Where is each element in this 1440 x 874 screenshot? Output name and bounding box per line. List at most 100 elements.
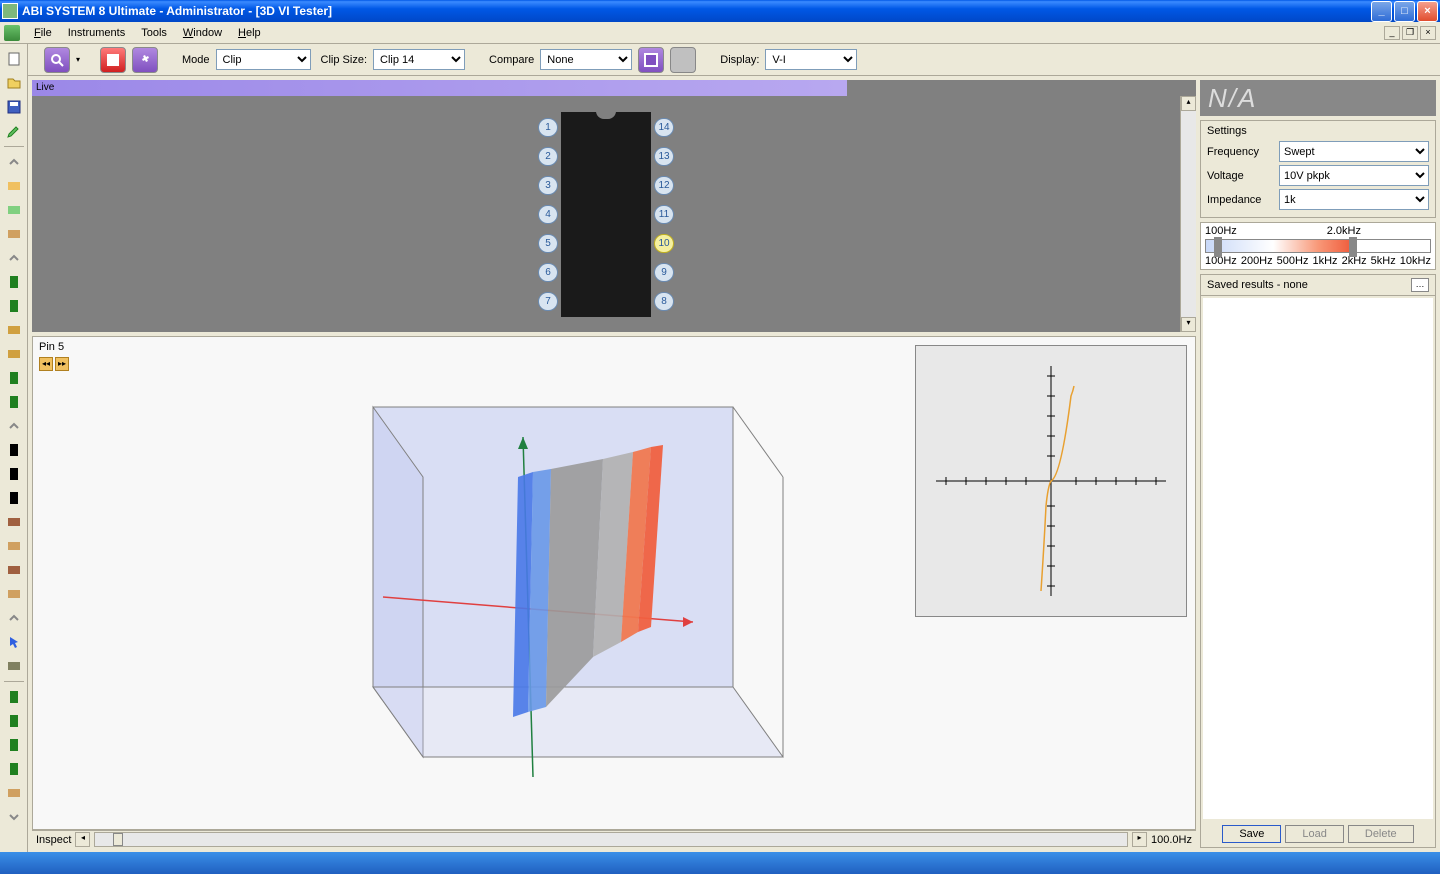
menu-window[interactable]: Window <box>175 25 230 41</box>
chevron-up-icon-4[interactable] <box>3 607 25 629</box>
black-chip-icon[interactable] <box>3 439 25 461</box>
saved-more-button[interactable]: … <box>1411 278 1429 292</box>
save-diskette-button[interactable] <box>638 47 664 73</box>
app-menu-icon[interactable] <box>4 25 20 41</box>
mode-select[interactable]: Clip <box>216 49 311 70</box>
edit-icon[interactable] <box>3 120 25 142</box>
save-icon[interactable] <box>3 96 25 118</box>
instrument-2-icon[interactable] <box>3 199 25 221</box>
voltage-select[interactable]: 10V pkpk <box>1279 165 1429 186</box>
chip-diagram: 1 2 3 4 5 6 7 14 13 <box>538 112 674 317</box>
instrument-d-icon[interactable] <box>3 583 25 605</box>
saved-results-panel: Saved results - none … Save Load Delete <box>1200 274 1436 848</box>
menu-help[interactable]: Help <box>230 25 269 41</box>
chip-6-icon[interactable] <box>3 391 25 413</box>
scroll-up-button[interactable]: ▴ <box>1181 96 1196 111</box>
menu-instruments[interactable]: Instruments <box>60 25 133 41</box>
frequency-label: Frequency <box>1207 146 1279 158</box>
menubar: File Instruments Tools Window Help _ ❐ × <box>0 22 1440 44</box>
next-pin-button[interactable]: ▸▸ <box>55 357 69 371</box>
impedance-select[interactable]: 1k <box>1279 189 1429 210</box>
clipsize-select[interactable]: Clip 14 <box>373 49 465 70</box>
chip-pin-13[interactable]: 13 <box>654 147 674 166</box>
chip-pin-9[interactable]: 9 <box>654 263 674 282</box>
display-select[interactable]: V-I <box>765 49 857 70</box>
instrument-1-icon[interactable] <box>3 175 25 197</box>
clipsize-label: Clip Size: <box>321 54 367 66</box>
minimize-button[interactable]: _ <box>1371 1 1392 22</box>
cursor-icon[interactable] <box>3 631 25 653</box>
chip-5-icon[interactable] <box>3 367 25 389</box>
inspect-scrollbar[interactable] <box>94 832 1128 847</box>
live-panel: Live ▴ ▾ 1 2 3 4 5 <box>32 80 1196 332</box>
chevron-up-icon-2[interactable] <box>3 247 25 269</box>
close-button[interactable]: × <box>1417 1 1438 22</box>
vi-mini-plot[interactable] <box>915 345 1187 617</box>
chip-g1-icon[interactable] <box>3 686 25 708</box>
delete-button[interactable]: Delete <box>1348 825 1414 843</box>
chevron-up-icon-3[interactable] <box>3 415 25 437</box>
stop-button[interactable] <box>100 47 126 73</box>
inspect-scroll-right[interactable]: ▸ <box>1132 832 1147 847</box>
gray-tool-button[interactable] <box>670 47 696 73</box>
3d-cube-view[interactable] <box>233 377 793 797</box>
freq-handle-low[interactable] <box>1214 237 1222 257</box>
save-button[interactable]: Save <box>1222 825 1281 843</box>
maximize-button[interactable]: □ <box>1394 1 1415 22</box>
instrument-a-icon[interactable] <box>3 511 25 533</box>
black-chip-2-icon[interactable] <box>3 463 25 485</box>
inspect-scroll-left[interactable]: ◂ <box>75 832 90 847</box>
chip-g2-icon[interactable] <box>3 710 25 732</box>
prev-pin-button[interactable]: ◂◂ <box>39 357 53 371</box>
mdi-restore-button[interactable]: ❐ <box>1402 26 1418 40</box>
chip-pin-14[interactable]: 14 <box>654 118 674 137</box>
chip-pin-7[interactable]: 7 <box>538 292 558 311</box>
freq-handle-high[interactable] <box>1349 237 1357 257</box>
frequency-range-bar: 100Hz 2.0kHz 100Hz 200Hz 500Hz 1kHz 2kHz… <box>1200 222 1436 270</box>
tool-y-icon[interactable] <box>3 782 25 804</box>
instrument-c-icon[interactable] <box>3 559 25 581</box>
chip-pin-10[interactable]: 10 <box>654 234 674 253</box>
chip-g4-icon[interactable] <box>3 758 25 780</box>
mdi-close-button[interactable]: × <box>1420 26 1436 40</box>
chip-pin-11[interactable]: 11 <box>654 205 674 224</box>
instrument-3-icon[interactable] <box>3 223 25 245</box>
chip-pin-4[interactable]: 4 <box>538 205 558 224</box>
3d-vi-panel[interactable]: Pin 5 ◂◂ ▸▸ <box>32 336 1196 830</box>
chip-pin-2[interactable]: 2 <box>538 147 558 166</box>
chip-1-icon[interactable] <box>3 271 25 293</box>
new-file-icon[interactable] <box>3 48 25 70</box>
chevron-down-icon[interactable] <box>3 806 25 828</box>
chip-3-icon[interactable] <box>3 319 25 341</box>
frequency-slider[interactable] <box>1205 239 1431 253</box>
chip-body <box>561 112 651 317</box>
load-button[interactable]: Load <box>1285 825 1343 843</box>
chip-pin-5[interactable]: 5 <box>538 234 558 253</box>
chip-pin-1[interactable]: 1 <box>538 118 558 137</box>
menu-tools[interactable]: Tools <box>133 25 175 41</box>
chip-pin-12[interactable]: 12 <box>654 176 674 195</box>
chip-pin-6[interactable]: 6 <box>538 263 558 282</box>
settings-tool-button[interactable] <box>132 47 158 73</box>
chip-4-icon[interactable] <box>3 343 25 365</box>
menu-file[interactable]: File <box>26 25 60 41</box>
live-vertical-scrollbar[interactable]: ▴ ▾ <box>1180 96 1196 332</box>
inspect-value: 100.0Hz <box>1151 834 1192 846</box>
mdi-minimize-button[interactable]: _ <box>1384 26 1400 40</box>
chip-pin-3[interactable]: 3 <box>538 176 558 195</box>
chip-2-icon[interactable] <box>3 295 25 317</box>
tool-x-icon[interactable] <box>3 655 25 677</box>
compare-select[interactable]: None <box>540 49 632 70</box>
open-folder-icon[interactable] <box>3 72 25 94</box>
scroll-down-button[interactable]: ▾ <box>1181 317 1196 332</box>
saved-results-list[interactable] <box>1203 298 1433 819</box>
instrument-b-icon[interactable] <box>3 535 25 557</box>
black-chip-3-icon[interactable] <box>3 487 25 509</box>
chip-pin-8[interactable]: 8 <box>654 292 674 311</box>
chevron-up-icon[interactable] <box>3 151 25 173</box>
zoom-tool-button[interactable] <box>44 47 70 73</box>
frequency-select[interactable]: Swept <box>1279 141 1429 162</box>
chip-g3-icon[interactable] <box>3 734 25 756</box>
windows-taskbar[interactable] <box>0 852 1440 874</box>
window-titlebar: ABI SYSTEM 8 Ultimate - Administrator - … <box>0 0 1440 22</box>
